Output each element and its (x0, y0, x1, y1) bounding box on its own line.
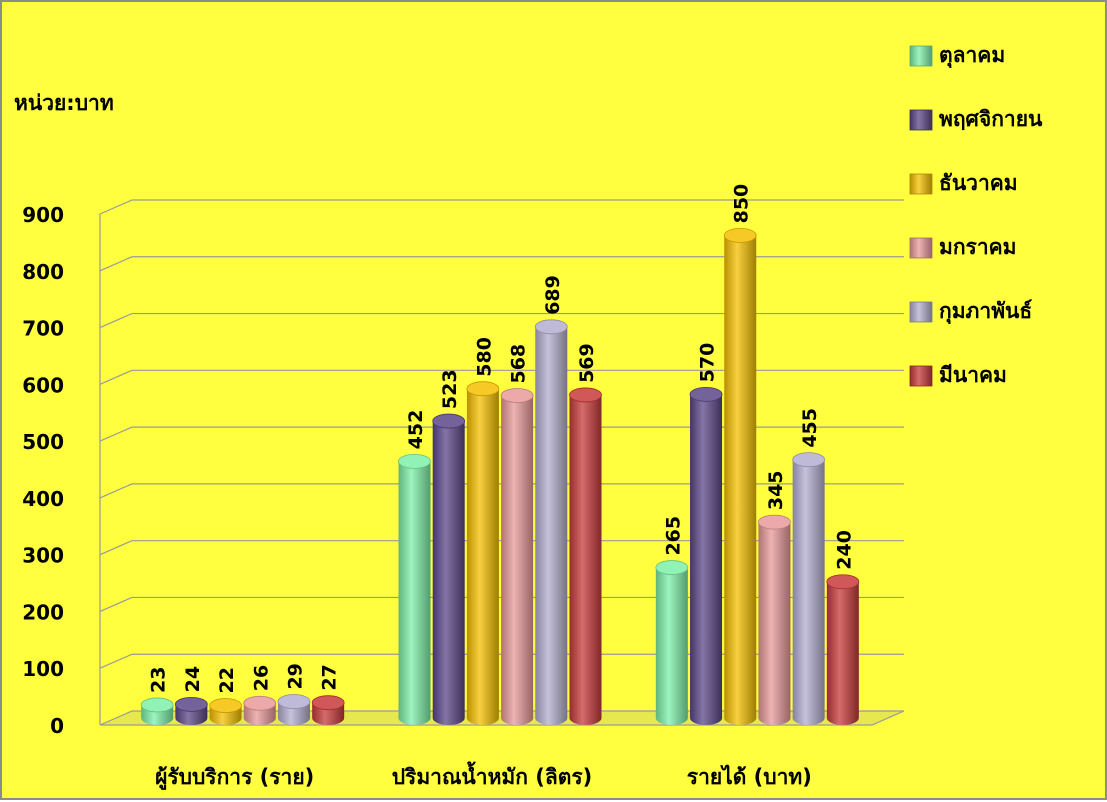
bar (535, 326, 568, 726)
data-labels: 23 24 22 26 29 27 452 523 580 568 689 569 265 570 850 3… (148, 184, 856, 694)
legend-label: มีนาคม (939, 363, 1007, 387)
bar-top (826, 574, 860, 590)
data-label: 240 (833, 530, 855, 570)
bar (501, 395, 534, 725)
unit-label: หน่วย:บาท (14, 91, 114, 115)
grid-line (99, 199, 904, 215)
grid-line (99, 426, 904, 442)
y-tick-label: 300 (22, 544, 64, 568)
legend: ตุลาคมพฤศจิกายนธันวาคมมกราคมกุมภาพันธ์มี… (909, 43, 1043, 387)
data-label: 29 (284, 663, 306, 689)
grid-line (99, 653, 904, 669)
y-tick-label: 900 (22, 203, 64, 227)
y-tick-label: 200 (22, 600, 64, 624)
bar (758, 522, 791, 726)
legend-swatch (909, 365, 933, 387)
x-category-label: ปริมาณน้ำหมัก (ลิตร) (392, 761, 593, 789)
bar-top (277, 694, 311, 709)
bar-top (311, 695, 345, 711)
legend-label: กุมภาพันธ์ (939, 299, 1032, 325)
legend-label: มกราคม (939, 235, 1017, 259)
bars (140, 227, 860, 726)
bar (569, 394, 602, 726)
data-label: 345 (765, 470, 787, 510)
bar (724, 235, 757, 726)
legend-label: ธันวาคม (939, 171, 1018, 195)
y-tick-label: 500 (22, 430, 64, 454)
bar-top (140, 697, 174, 713)
y-axis-ticks: 0 100 200 300 400 500 600 700 800 900 (22, 203, 64, 738)
grid-lines (99, 199, 904, 669)
legend-label: ตุลาคม (939, 43, 1005, 69)
bar-top (569, 387, 602, 403)
y-tick-label: 800 (22, 260, 64, 284)
bar-top (723, 227, 757, 243)
legend-swatch (909, 173, 933, 195)
bar (655, 567, 688, 726)
x-axis-categories: ผู้รับบริการ (ราย) ปริมาณน้ำหมัก (ลิตร) รา… (155, 761, 812, 791)
data-label: 27 (319, 664, 341, 690)
bar-top (466, 381, 500, 397)
legend-label: พฤศจิกายน (939, 107, 1043, 131)
data-label: 850 (731, 184, 753, 224)
x-category-label: รายได้ (บาท) (687, 764, 812, 789)
legend-swatch (909, 301, 933, 323)
data-label: 452 (405, 410, 427, 450)
bar-top (792, 452, 826, 468)
bar-top (209, 698, 242, 713)
grid-line (99, 256, 904, 272)
bar-top (534, 319, 568, 335)
y-tick-label: 700 (22, 317, 64, 341)
bar-top (398, 453, 431, 469)
y-tick-label: 0 (50, 714, 64, 738)
bar-top (174, 696, 208, 712)
grid-line (99, 540, 904, 556)
data-label: 523 (439, 369, 461, 409)
grid-line (99, 483, 904, 499)
data-label: 23 (148, 666, 170, 692)
grid-line (99, 312, 904, 329)
bar (432, 421, 465, 726)
bar-top (500, 388, 534, 403)
bar (398, 461, 431, 726)
data-label: 689 (542, 275, 564, 315)
bar-top (758, 514, 791, 530)
bar-top (689, 386, 723, 402)
bar-top (655, 560, 689, 575)
y-tick-label: 600 (22, 373, 64, 397)
bar-top (432, 413, 466, 429)
grid-line (99, 369, 904, 385)
data-label: 265 (662, 516, 684, 556)
legend-swatch (909, 237, 933, 259)
y-tick-label: 100 (22, 657, 64, 681)
y-tick-label: 400 (22, 487, 64, 511)
data-label: 568 (508, 344, 530, 384)
data-label: 570 (697, 343, 719, 383)
data-label: 455 (799, 408, 821, 448)
legend-swatch (909, 45, 933, 67)
bar (466, 388, 499, 726)
data-label: 569 (576, 343, 598, 383)
grid-line (99, 596, 904, 612)
x-category-label: ผู้รับบริการ (ราย) (155, 765, 314, 791)
bar (826, 581, 859, 726)
data-label: 22 (216, 667, 238, 693)
data-label: 26 (250, 665, 272, 691)
bar (690, 394, 723, 726)
bar-top (243, 695, 277, 711)
data-label: 24 (182, 666, 204, 692)
data-label: 580 (473, 337, 495, 377)
legend-swatch (909, 109, 933, 131)
bar (792, 459, 825, 726)
